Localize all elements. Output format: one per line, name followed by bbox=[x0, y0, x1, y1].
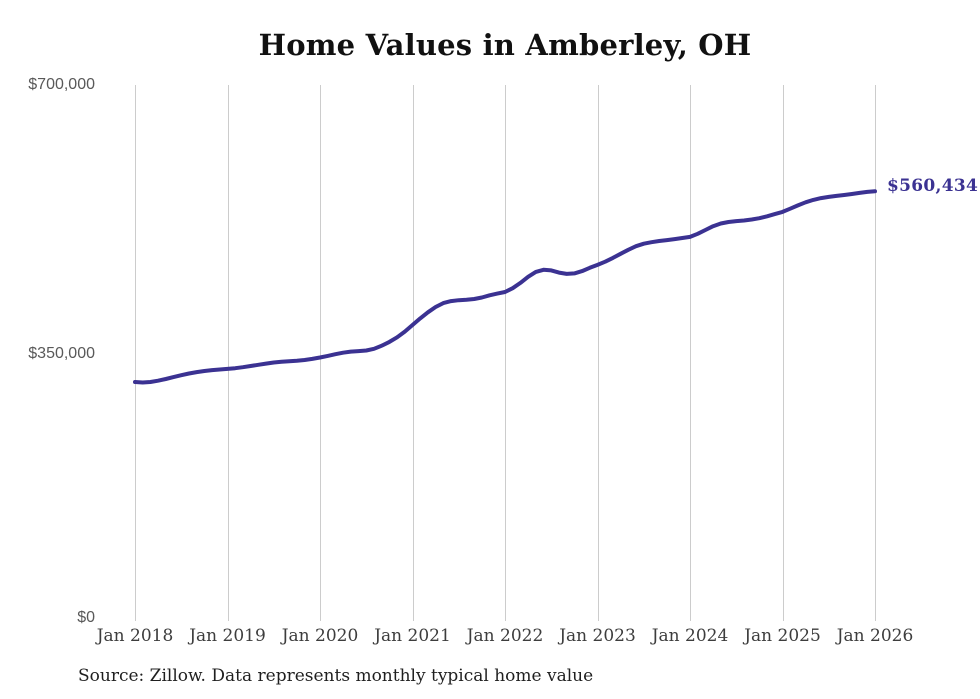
source-note: Source: Zillow. Data represents monthly … bbox=[78, 666, 594, 686]
series-end-value-label: $560,434 bbox=[887, 176, 979, 196]
x-axis-tick-label: Jan 2025 bbox=[744, 626, 821, 646]
x-axis-tick-label: Jan 2023 bbox=[559, 626, 636, 646]
x-axis-tick-label: Jan 2018 bbox=[96, 626, 174, 646]
y-axis-tick-label: $350,000 bbox=[28, 345, 95, 362]
home-value-line bbox=[133, 189, 877, 385]
x-axis-tick-label: Jan 2019 bbox=[189, 626, 266, 646]
x-axis-tick-label: Jan 2022 bbox=[466, 626, 544, 646]
x-axis-tick-label: Jan 2020 bbox=[281, 626, 359, 646]
y-axis-tick-label: $0 bbox=[77, 609, 95, 626]
x-axis-tick-label: Jan 2026 bbox=[836, 626, 914, 646]
y-axis-tick-label: $700,000 bbox=[28, 76, 95, 93]
chart-title: Home Values in Amberley, OH bbox=[258, 28, 752, 62]
x-axis-tick-label: Jan 2024 bbox=[651, 626, 729, 646]
x-axis-tick-label: Jan 2021 bbox=[374, 626, 451, 646]
